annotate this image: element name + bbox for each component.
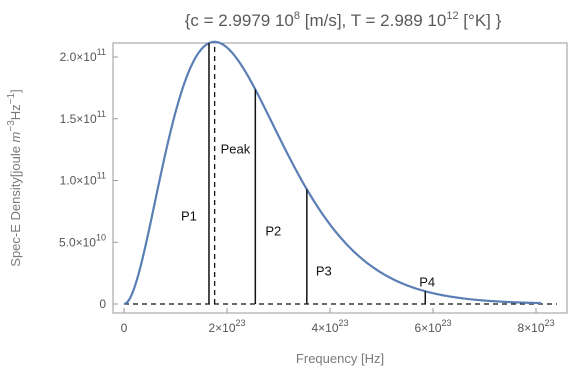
y-tick-exponent: 11 [97, 171, 106, 181]
y-tick-label: 5.0×1010 [59, 232, 106, 249]
y-tick-label: 0 [99, 297, 106, 311]
y-label-exp-m: −3 [6, 120, 17, 132]
title-close: [°K] } [459, 11, 502, 30]
y-label-unit-hz: Hz [8, 104, 23, 120]
y-tick-exponent: 11 [97, 47, 106, 57]
title-t-exponent: 12 [446, 10, 458, 22]
plot-frame [112, 42, 568, 314]
marker-label-p4: P4 [419, 274, 435, 289]
x-axis-ticks: 0 2×1023 4×1023 6×1023 8×1023 [121, 308, 555, 335]
x-tick-label: 4×1023 [311, 318, 348, 335]
y-tick-exponent: 11 [97, 109, 106, 119]
y-tick-mantissa: 0 [99, 297, 106, 311]
marker-label-p3: P3 [316, 263, 332, 278]
y-label-close: ] [8, 89, 23, 93]
x-tick-mantissa: 2×10 [208, 321, 235, 335]
series-curve [123, 40, 542, 306]
y-tick-mantissa: 1.5×10 [60, 112, 97, 126]
x-tick-label: 2×1023 [208, 318, 245, 335]
y-tick-label: 2.0×1011 [60, 47, 106, 64]
y-tick-label: 1.0×1011 [60, 171, 106, 188]
marker-lines: P1 P2 P3 P4 Peak [181, 43, 435, 304]
x-tick-mantissa: 4×10 [311, 321, 338, 335]
marker-label-p2: P2 [265, 223, 281, 238]
y-label-exp-hz: −1 [6, 92, 17, 104]
x-tick-exponent: 23 [339, 318, 349, 328]
y-label-unit-m: m [8, 131, 23, 142]
title-mid: [m/s], T = 2.989 10 [300, 11, 446, 30]
x-tick-mantissa: 0 [121, 321, 128, 335]
y-tick-label: 1.5×1011 [60, 109, 106, 126]
x-tick-exponent: 23 [442, 318, 452, 328]
x-tick-label: 8×1023 [517, 318, 554, 335]
x-tick-label: 6×1023 [414, 318, 451, 335]
title-c-exponent: 8 [294, 10, 300, 22]
y-label-part-a: Spec-E Density[joule [8, 142, 23, 266]
marker-label-p1: P1 [181, 209, 197, 224]
x-tick-exponent: 23 [545, 318, 555, 328]
x-tick-label: 0 [121, 321, 128, 335]
x-tick-exponent: 23 [236, 318, 246, 328]
title-open: {c = 2.9979 10 [185, 11, 294, 30]
chart-title: {c = 2.9979 108 [m/s], T = 2.989 1012 [°… [185, 10, 502, 30]
x-tick-mantissa: 6×10 [414, 321, 441, 335]
y-tick-mantissa: 1.0×10 [60, 174, 97, 188]
y-axis-label: Spec-E Density[joule m−3Hz−1] [6, 89, 23, 266]
y-tick-mantissa: 5.0×10 [59, 235, 96, 249]
x-tick-mantissa: 8×10 [517, 321, 544, 335]
x-axis-label: Frequency [Hz] [296, 351, 384, 366]
peak-label: Peak [221, 141, 251, 156]
y-tick-mantissa: 2.0×10 [60, 50, 97, 64]
y-tick-exponent: 10 [96, 232, 106, 242]
